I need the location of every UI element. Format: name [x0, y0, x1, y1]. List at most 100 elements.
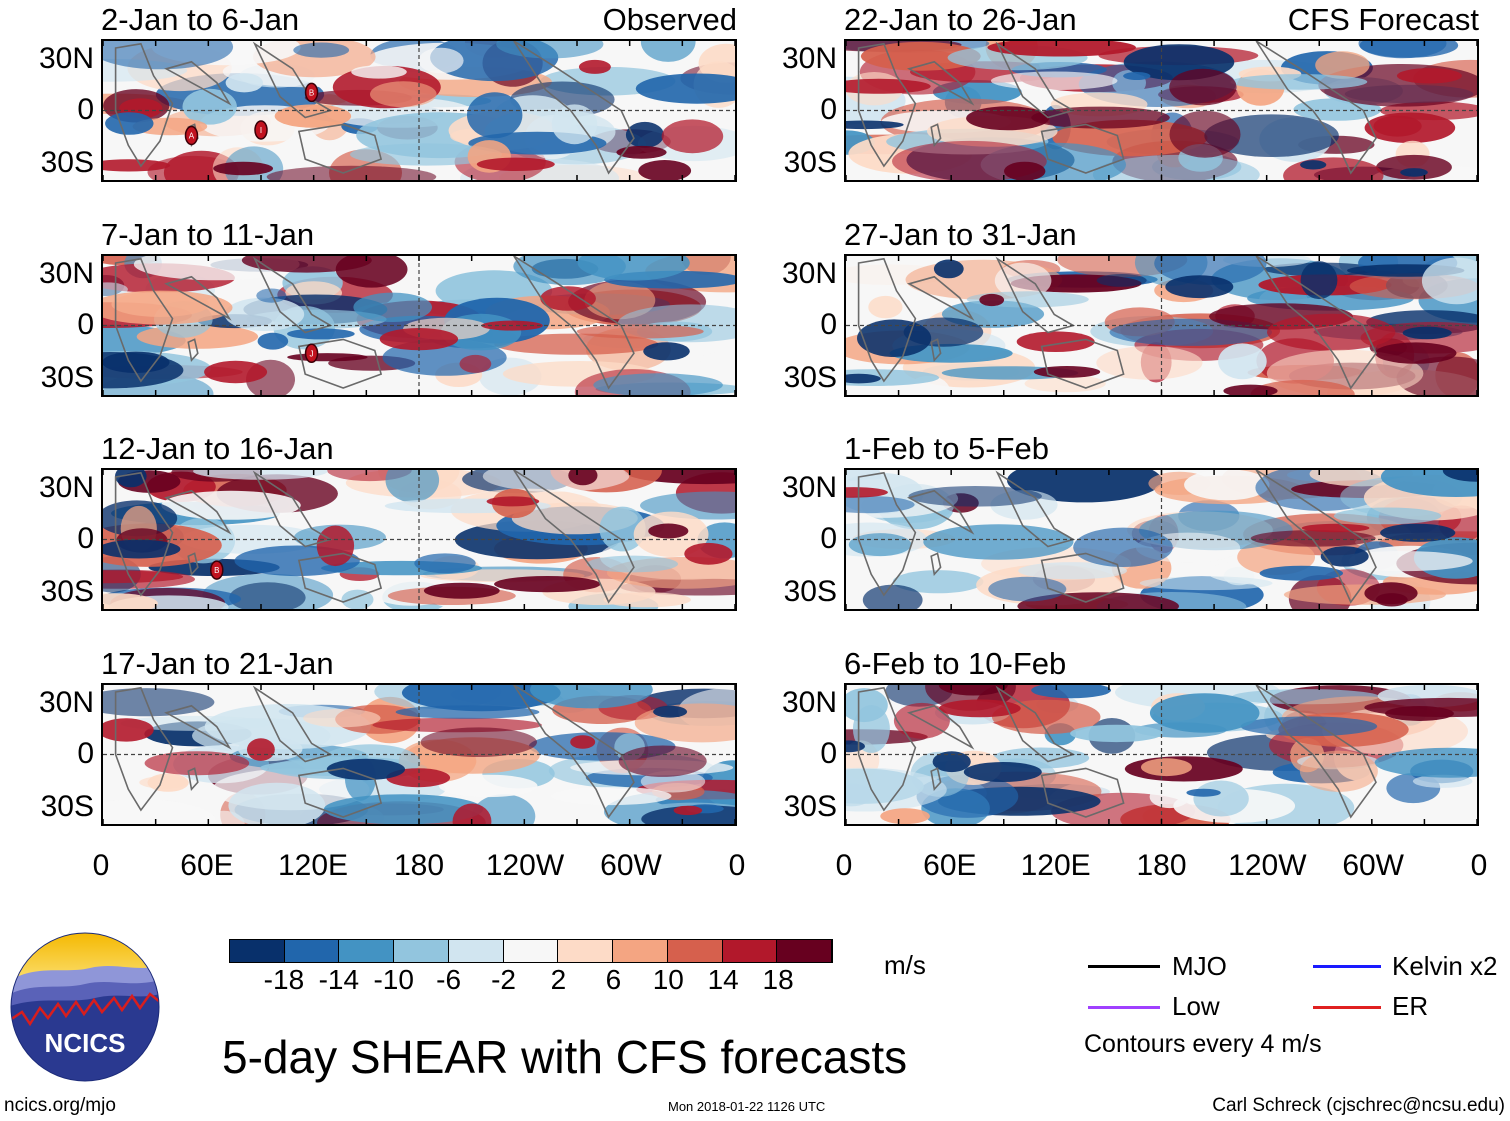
lat-label: 0	[820, 737, 837, 770]
shear-core	[1223, 384, 1278, 395]
shear-cell	[414, 553, 476, 574]
footer-author: Carl Schreck (cjschrec@ncsu.edu)	[1212, 1095, 1505, 1116]
shear-cell	[846, 767, 947, 812]
shear-cell	[635, 73, 735, 104]
shear-cell	[640, 41, 696, 62]
shear-cell	[618, 745, 707, 777]
shear-cell	[1096, 346, 1203, 380]
shear-cell	[1169, 68, 1237, 106]
shear-cell	[576, 324, 704, 339]
shear-cell	[698, 43, 735, 83]
shear-cell	[1240, 716, 1378, 737]
lat-label: 30N	[38, 686, 94, 719]
coastline	[857, 42, 917, 168]
lon-label: 120W	[1228, 849, 1307, 882]
storm-marker	[184, 125, 199, 146]
coastline	[930, 767, 942, 792]
shear-cell	[229, 582, 306, 609]
coastline	[1040, 552, 1125, 603]
panel-title: 22-Jan to 26-Jan	[844, 2, 1077, 37]
shear-core	[247, 738, 275, 761]
colorbar-swatch	[394, 940, 449, 962]
footer-url[interactable]: ncics.org/mjo	[4, 1095, 116, 1116]
shear-cell	[1300, 261, 1338, 300]
shear-cell	[385, 470, 440, 503]
lat-label: 30S	[783, 146, 837, 179]
shear-core	[846, 487, 888, 498]
shear-core	[287, 353, 368, 362]
shear-core	[1033, 366, 1101, 378]
shear-cell	[103, 750, 130, 791]
shear-cell	[418, 47, 464, 74]
colorbar-swatch	[558, 940, 614, 962]
lon-label: 0	[728, 849, 746, 882]
colorbar-tick-label: 2	[550, 964, 567, 995]
shear-core	[638, 160, 692, 180]
lat-label: 0	[77, 93, 94, 126]
shear-cell	[1250, 530, 1376, 547]
shear-cell	[923, 524, 1074, 560]
shear-cell	[103, 41, 234, 70]
shear-cell	[661, 119, 724, 154]
shear-core	[103, 159, 171, 172]
colorbar-tick-label: 6	[605, 964, 622, 995]
shear-cell	[182, 88, 237, 125]
shear-cell	[1376, 154, 1452, 180]
shear-cell	[266, 165, 437, 180]
shear-cell	[103, 570, 184, 584]
colorbar-swatch	[230, 940, 285, 962]
shear-cell	[846, 496, 915, 514]
storm-marker-letter: J	[310, 349, 314, 358]
coastline	[857, 471, 917, 597]
panel-title: 2-Jan to 6-Jan	[101, 2, 300, 37]
shear-core	[1031, 685, 1111, 699]
shear-cell	[852, 705, 890, 753]
shear-cell	[1218, 343, 1267, 380]
shear-cell	[603, 592, 691, 608]
shear-core	[103, 539, 181, 559]
colorbar-swatch	[777, 940, 833, 962]
storm-marker-letter: B	[309, 88, 314, 97]
coastline	[857, 257, 917, 383]
coastline	[114, 686, 174, 812]
coastline	[906, 275, 975, 321]
shear-cell	[987, 41, 1136, 57]
shear-core	[932, 751, 971, 773]
shear-cell	[551, 104, 598, 145]
shear-core	[115, 470, 147, 488]
shear-cell	[420, 727, 537, 757]
legend-mjo-label: MJO	[1172, 951, 1227, 981]
shear-core	[648, 523, 689, 539]
coastline	[1255, 685, 1377, 819]
shear-core	[1400, 168, 1428, 177]
shear-cell	[868, 295, 903, 319]
lat-label: 0	[77, 737, 94, 770]
lon-label: 0	[1470, 849, 1488, 882]
coastline	[297, 123, 383, 174]
shear-cell	[1374, 747, 1477, 778]
shear-cell	[1267, 313, 1396, 351]
shear-core	[1380, 523, 1456, 542]
shear-core	[257, 332, 289, 350]
shear-core	[568, 470, 598, 486]
shear-core	[423, 582, 500, 599]
lat-label: 30N	[781, 257, 837, 290]
shear-core	[287, 328, 355, 340]
storm-marker	[304, 343, 319, 364]
storm-marker-letter: B	[214, 566, 219, 575]
shear-core	[979, 293, 1005, 307]
shear-cell	[1169, 110, 1241, 158]
shear-cell	[699, 351, 735, 367]
shear-cell	[1412, 774, 1473, 788]
coastline	[164, 60, 232, 106]
storm-marker	[254, 120, 268, 140]
shear-core	[486, 496, 540, 507]
ncics-logo[interactable]: NCICS	[10, 932, 160, 1082]
shear-cell	[256, 288, 287, 303]
colorbar-tick-label: -14	[318, 964, 360, 995]
shear-cell	[459, 354, 492, 373]
shear-map: J	[101, 254, 737, 397]
lat-label: 30S	[783, 575, 837, 608]
shear-cell	[551, 786, 672, 806]
shear-core	[213, 161, 273, 176]
